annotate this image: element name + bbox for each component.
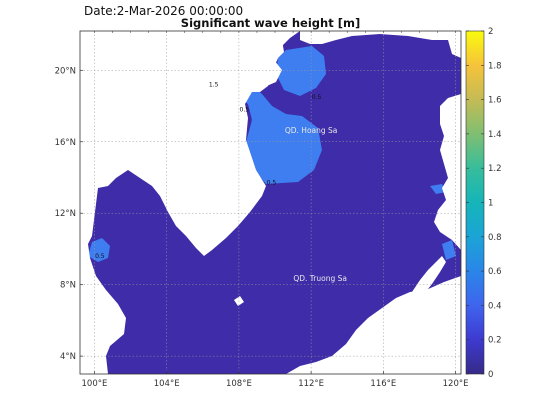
wave-band-light-blue [430, 184, 446, 194]
place-label: QD. Hoang Sa [285, 126, 338, 135]
map-frame [79, 30, 462, 375]
contour-label: 0.5 [240, 106, 250, 113]
colorbar-tick-label: 0.2 [488, 336, 502, 346]
wave-band-light-blue [222, 80, 322, 184]
contour-label: 0.5 [267, 180, 277, 187]
lon-tick-label: 112°E [298, 379, 324, 389]
place-label: QD. Truong Sa [293, 274, 347, 283]
colorbar-tick-label: 1.2 [488, 164, 502, 174]
wave-band-light-blue [442, 240, 456, 260]
wave-band-light-blue [88, 238, 110, 262]
colorbar-tick-label: 1.4 [488, 130, 502, 140]
colorbar-tick-label: 0.4 [488, 301, 502, 311]
lat-tick-label: 20°N [55, 66, 76, 76]
colorbar-tick-label: 1.8 [488, 61, 502, 71]
lon-tick-label: 108°E [226, 379, 252, 389]
lat-tick-label: 12°N [55, 209, 76, 219]
map-area: 1.5 0.5 0.5 0.5 0.5 QD. Hoang Sa QD. Truong S… [80, 31, 461, 374]
lon-tick-label: 116°E [370, 379, 396, 389]
land-hainan [242, 58, 282, 88]
lat-tick-label: 8°N [60, 281, 76, 291]
colorbar-ticks: 0 0.2 0.4 0.6 0.8 1 1.2 1.4 1.6 1.8 2 [466, 27, 502, 380]
contour-label: 0.5 [312, 94, 322, 101]
longitude-axis: 100°E 104°E 108°E 112°E 116°E 120°E [82, 31, 469, 389]
place-labels: QD. Hoang Sa QD. Truong Sa [285, 126, 347, 283]
colorbar-tick-label: 2 [488, 27, 493, 37]
lon-tick-label: 100°E [82, 379, 108, 389]
lon-tick-label: 104°E [154, 379, 180, 389]
colorbar-tick-label: 0.8 [488, 233, 502, 243]
land-borneo [286, 276, 461, 374]
lat-tick-label: 4°N [60, 352, 76, 362]
map-grid [80, 31, 461, 374]
contour-label: 0.5 [95, 253, 105, 260]
contour-labels: 1.5 0.5 0.5 0.5 0.5 [95, 81, 321, 260]
lat-tick-label: 16°N [55, 138, 76, 148]
land-philippines [434, 94, 461, 250]
land-china-south-coast [300, 31, 461, 44]
contour-label: 1.5 [209, 81, 219, 88]
wave-band-light-blue [276, 46, 326, 96]
land-mainland-asia [80, 31, 300, 374]
land-taiwan [448, 40, 461, 58]
latitude-axis: 4°N 8°N 12°N 16°N 20°N [55, 66, 83, 362]
map-title: Significant wave height [m] [180, 16, 361, 30]
date-label: Date:2-Mar-2026 00:00:00 [84, 4, 244, 18]
colorbar-tick-label: 1.6 [488, 96, 502, 106]
colorbar-tick-label: 0 [488, 370, 493, 380]
colorbar-tick-label: 1 [488, 199, 493, 209]
lon-tick-label: 120°E [443, 379, 469, 389]
land [80, 31, 461, 374]
colorbar-tick-label: 0.6 [488, 267, 502, 277]
land-leizhou [268, 40, 284, 60]
